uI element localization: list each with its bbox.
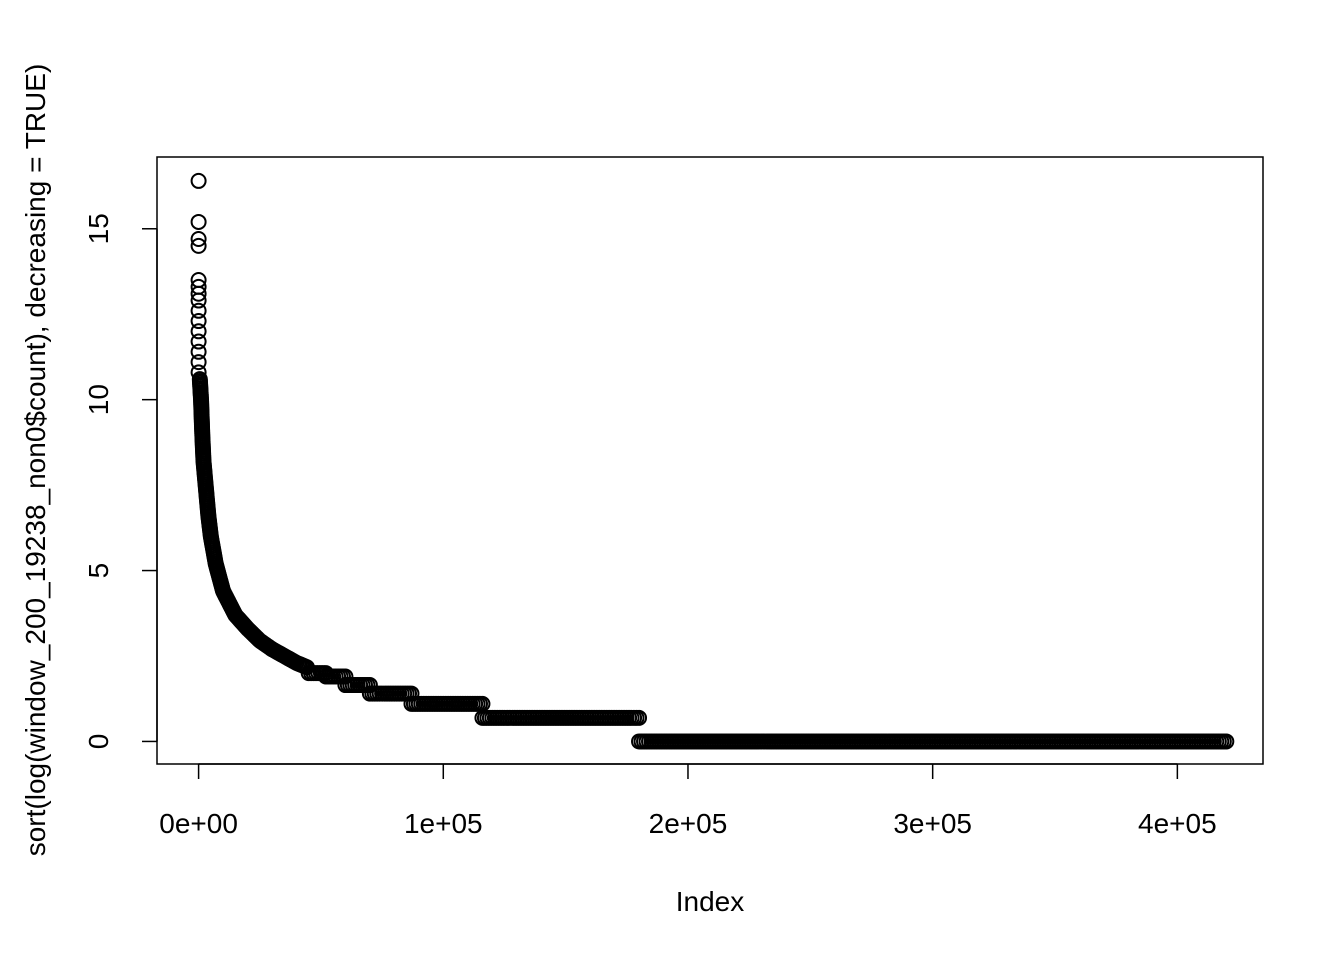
outlier-point: [190, 237, 207, 254]
x-tick-label: 3e+05: [893, 808, 972, 839]
outlier-point: [190, 213, 207, 230]
outlier-point: [190, 231, 207, 248]
outlier-point: [190, 292, 207, 309]
y-axis-title: sort(log(window_200_19238_non0$count), d…: [20, 64, 51, 857]
data-point: [403, 685, 420, 702]
outlier-point: [190, 343, 207, 360]
x-tick-label: 0e+00: [159, 808, 238, 839]
outlier-point: [190, 354, 207, 371]
outlier-point: [190, 333, 207, 350]
data-points: [190, 172, 1235, 750]
x-axis-title: Index: [676, 886, 745, 917]
x-tick-label: 2e+05: [649, 808, 728, 839]
outlier-point: [190, 323, 207, 340]
data-point: [631, 709, 648, 726]
outlier-point: [190, 172, 207, 189]
x-axis: 0e+00 1e+05 2e+05 3e+05 4e+05: [159, 763, 1217, 839]
outlier-point: [190, 302, 207, 319]
y-tick-label: 10: [83, 384, 114, 415]
y-tick-label: 5: [83, 563, 114, 579]
outlier-point: [190, 313, 207, 330]
x-tick-label: 4e+05: [1138, 808, 1217, 839]
outlier-point: [190, 285, 207, 302]
x-tick-label: 1e+05: [404, 808, 483, 839]
y-tick-label: 15: [83, 213, 114, 244]
data-point: [1218, 733, 1235, 750]
y-axis: 0 5 10 15: [83, 213, 158, 750]
y-tick-label: 0: [83, 734, 114, 750]
